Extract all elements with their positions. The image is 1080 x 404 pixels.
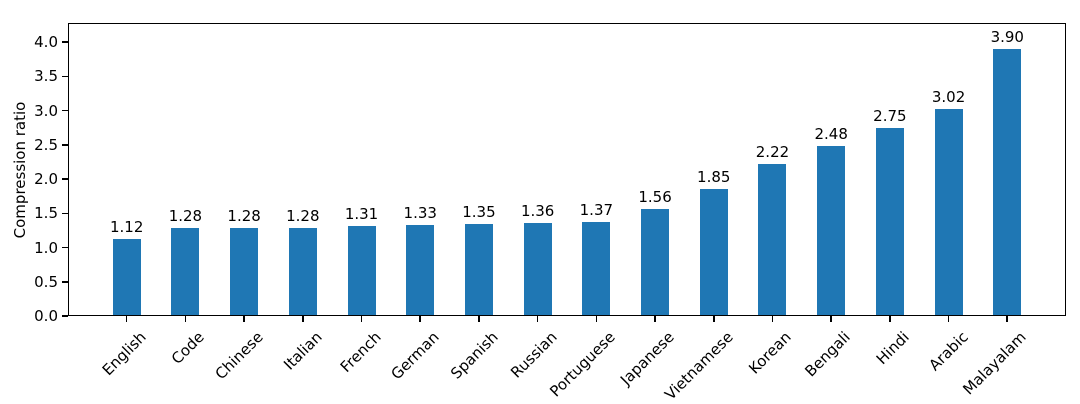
x-tick-label-french: French <box>336 328 385 376</box>
bar-value-label: 1.56 <box>638 188 672 207</box>
y-tick-label: 1.0 <box>34 238 58 257</box>
bar-german <box>406 224 435 316</box>
bar-value-label: 2.75 <box>873 106 907 125</box>
bar-korean <box>758 164 787 316</box>
x-tick-mark <box>595 316 598 322</box>
y-tick-mark <box>62 280 68 283</box>
x-tick-mark <box>830 316 832 322</box>
y-tick-label: 3.5 <box>34 67 58 86</box>
x-tick-label-english: English <box>98 328 150 380</box>
bar-english <box>112 239 141 316</box>
y-tick-label: 4.0 <box>34 33 58 52</box>
x-tick-mark <box>654 316 656 322</box>
x-tick-mark <box>125 316 128 322</box>
y-tick-label: 3.0 <box>34 101 58 120</box>
bar-spanish <box>464 223 493 316</box>
bar-bengali <box>817 146 846 316</box>
bar-value-label: 1.85 <box>697 168 731 187</box>
bar-arabic <box>934 109 963 316</box>
bar-hindi <box>875 127 904 316</box>
bar-russian <box>523 222 552 316</box>
y-tick-mark <box>62 246 68 249</box>
plot-area <box>68 23 1066 316</box>
x-tick-label-german: German <box>387 328 443 384</box>
x-tick-mark <box>184 316 187 322</box>
x-tick-mark <box>419 316 422 322</box>
x-tick-label-japanese: Japanese <box>616 328 678 389</box>
y-tick-mark <box>62 315 68 317</box>
bar-value-label: 1.28 <box>168 207 203 226</box>
bar-value-label: 1.36 <box>520 201 555 220</box>
bar-japanese <box>641 209 670 316</box>
y-tick-label: 2.0 <box>34 170 58 189</box>
bar-value-label: 1.35 <box>462 202 496 221</box>
bar-value-label: 1.33 <box>403 203 437 222</box>
bar-value-label: 3.02 <box>931 88 966 107</box>
bar-portuguese <box>582 222 611 316</box>
y-tick-label: 0.0 <box>34 307 58 325</box>
x-tick-label-chinese: Chinese <box>211 328 267 384</box>
y-tick-label: 0.5 <box>34 272 58 291</box>
y-axis-label: Compression ratio <box>11 101 29 238</box>
bar-value-label: 2.22 <box>755 143 790 162</box>
x-tick-label-italian: Italian <box>279 328 326 374</box>
bar-french <box>347 226 376 316</box>
x-tick-mark <box>536 316 539 322</box>
x-tick-mark <box>243 316 245 322</box>
x-tick-mark <box>771 316 774 322</box>
y-tick-label: 1.5 <box>34 204 58 223</box>
x-tick-mark <box>889 316 891 322</box>
y-tick-mark <box>62 75 68 78</box>
bar-chinese <box>230 228 259 316</box>
y-tick-mark <box>62 41 68 43</box>
bar-value-label: 1.37 <box>579 201 614 220</box>
x-tick-mark <box>360 316 363 322</box>
x-tick-label-arabic: Arabic <box>924 328 972 375</box>
y-tick-mark <box>62 109 68 112</box>
bar-code <box>171 228 200 316</box>
bar-value-label: 1.28 <box>227 207 261 226</box>
x-tick-label-hindi: Hindi <box>872 328 913 369</box>
bar-value-label: 2.48 <box>814 125 848 144</box>
x-tick-label-korean: Korean <box>745 328 796 378</box>
x-tick-label-bengali: Bengali <box>801 328 854 381</box>
bar-italian <box>288 228 317 316</box>
x-tick-mark <box>712 316 715 322</box>
x-tick-label-russian: Russian <box>506 328 561 382</box>
bar-vietnamese <box>699 189 728 316</box>
x-tick-mark <box>478 316 480 322</box>
x-tick-mark <box>1006 316 1009 322</box>
x-tick-mark <box>302 316 304 322</box>
y-tick-label: 2.5 <box>34 135 58 154</box>
bar-malayalam <box>993 49 1022 316</box>
bar-value-label: 1.12 <box>110 218 144 237</box>
y-tick-mark <box>62 178 68 180</box>
bar-value-label: 1.31 <box>344 205 379 224</box>
bar-value-label: 3.90 <box>990 28 1024 46</box>
y-tick-mark <box>62 212 68 215</box>
x-tick-label-code: Code <box>168 328 209 368</box>
y-tick-mark <box>62 144 68 146</box>
x-tick-mark <box>947 316 950 322</box>
bar-value-label: 1.28 <box>286 207 320 226</box>
x-tick-label-spanish: Spanish <box>447 328 502 383</box>
